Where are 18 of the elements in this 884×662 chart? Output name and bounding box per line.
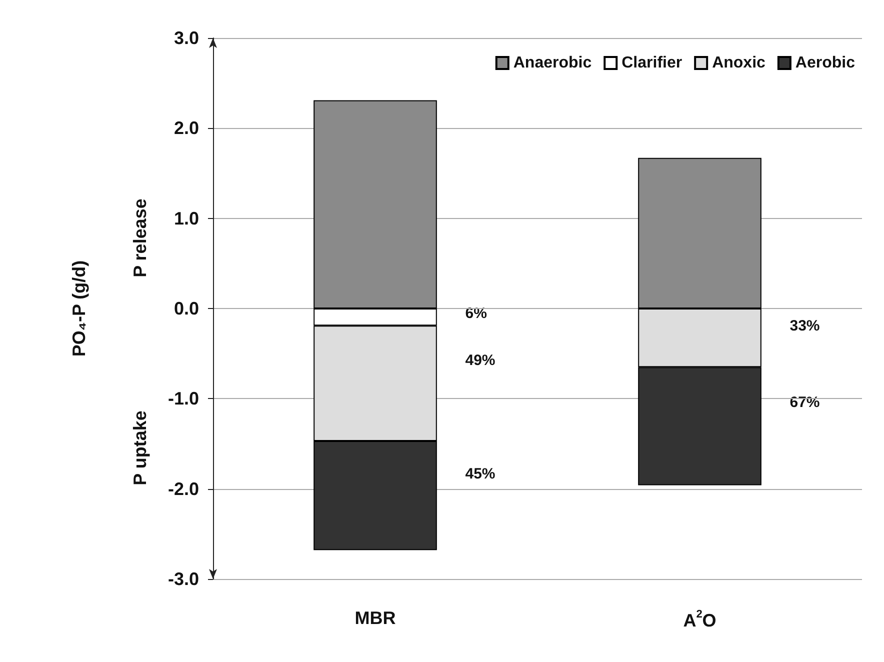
annotation: 49%: [465, 352, 496, 369]
y-tick-label: -1.0: [168, 388, 199, 409]
legend-label: Anoxic: [712, 54, 766, 72]
y-axis-title: PO₄-P (g/d): [69, 260, 89, 357]
legend-label: Anaerobic: [513, 54, 592, 72]
annotation: 33%: [790, 318, 820, 335]
x-tick-label: MBR: [354, 608, 396, 628]
y-tick-label: -3.0: [168, 569, 199, 589]
y-tick-label: 0.0: [174, 298, 199, 318]
legend-label: Aerobic: [795, 54, 856, 72]
y-tick-label: 1.0: [174, 208, 199, 228]
legend-label: Clarifier: [622, 54, 682, 72]
y-tick-label: 2.0: [174, 118, 199, 138]
text: P uptake: [130, 410, 150, 486]
annotation: 45%: [465, 465, 496, 482]
y-tick-label: -2.0: [168, 478, 199, 499]
y-tick-label: 3.0: [174, 28, 199, 48]
text: P release: [130, 198, 150, 278]
